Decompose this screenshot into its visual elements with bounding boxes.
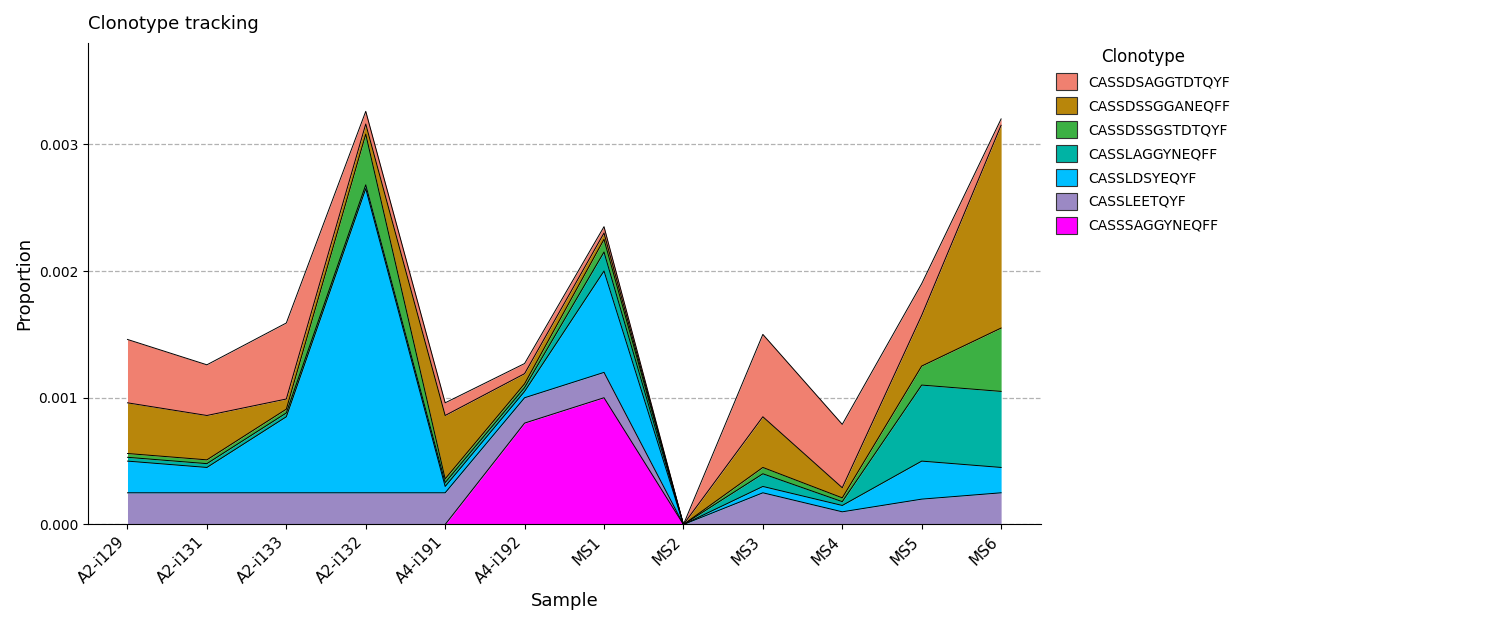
Text: Clonotype tracking: Clonotype tracking xyxy=(88,15,258,33)
Y-axis label: Proportion: Proportion xyxy=(15,237,33,330)
X-axis label: Sample: Sample xyxy=(531,592,598,610)
Legend: CASSDSAGGTDTQYF, CASSDSSGGANEQFF, CASSDSSGSTDTQYF, CASSLAGGYNEQFF, CASSLDSYEQYF,: CASSDSAGGTDTQYF, CASSDSSGGANEQFF, CASSDS… xyxy=(1050,43,1236,239)
